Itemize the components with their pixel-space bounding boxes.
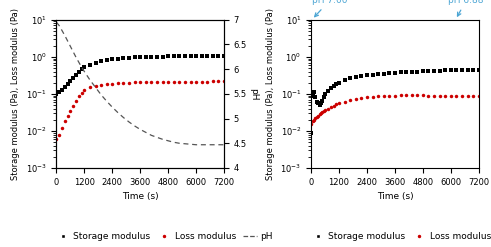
Text: pH 7.00: pH 7.00 — [312, 0, 347, 17]
Legend: Storage modulus, Loss modulus, pH: Storage modulus, Loss modulus, pH — [53, 229, 276, 245]
Text: pH 6.88: pH 6.88 — [448, 0, 484, 16]
X-axis label: Time (s): Time (s) — [377, 192, 413, 201]
Legend: Storage modulus, Loss modulus: Storage modulus, Loss modulus — [307, 229, 491, 245]
Y-axis label: pH: pH — [249, 88, 258, 100]
Y-axis label: Storage modulus (Pa), Loss modulus (Pa): Storage modulus (Pa), Loss modulus (Pa) — [266, 8, 275, 180]
X-axis label: Time (s): Time (s) — [122, 192, 159, 201]
Y-axis label: Storage modulus (Pa), Loss modulus (Pa): Storage modulus (Pa), Loss modulus (Pa) — [11, 8, 20, 180]
